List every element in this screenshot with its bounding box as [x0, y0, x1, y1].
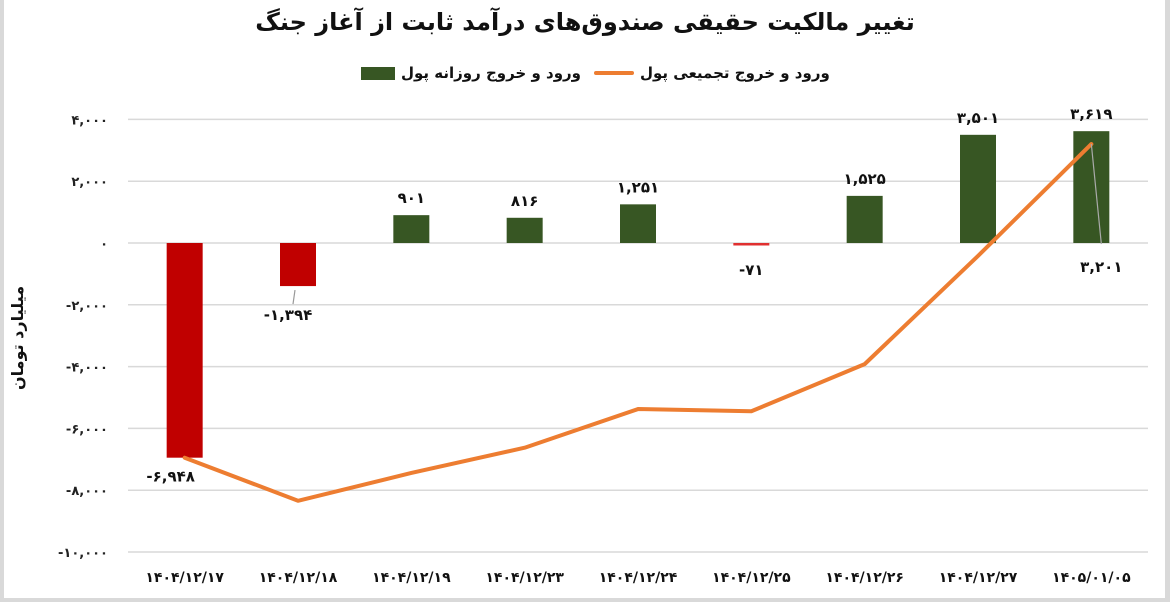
bar-data-label: ۳,۵۰۱	[957, 109, 999, 127]
legend-item-daily: ورود و خروج روزانه پول	[361, 64, 581, 82]
bar	[620, 204, 656, 243]
x-tick-label: ۱۴۰۴/۱۲/۱۹	[372, 570, 451, 586]
x-tick-label: ۱۴۰۴/۱۲/۲۶	[825, 570, 904, 586]
y-tick-label: -۶,۰۰۰	[66, 422, 108, 437]
leader-line	[1090, 144, 1102, 245]
line-data-label: ۳,۲۰۱	[1080, 258, 1122, 276]
cumulative-line	[182, 142, 1094, 503]
bar-data-label: ۱,۵۲۵	[844, 170, 886, 188]
bar-data-label: ۱,۲۵۱	[617, 178, 659, 196]
legend-bar-swatch-icon	[361, 66, 395, 80]
bar-data-label: -۷۱	[739, 261, 764, 279]
x-tick-label: ۱۴۰۴/۱۲/۲۳	[485, 570, 564, 586]
leader-line	[292, 289, 296, 305]
y-tick-label: -۴,۰۰۰	[66, 361, 108, 376]
y-axis-ticks: ۴,۰۰۰ ۲,۰۰۰ ۰ -۲,۰۰۰ -۴,۰۰۰ -۶,۰۰۰ -۸,۰۰۰ -۱۰,۰…	[58, 113, 108, 561]
y-tick-label: -۸,۰۰۰	[66, 484, 108, 499]
bar	[733, 243, 770, 246]
x-tick-label: ۱۴۰۴/۱۲/۲۷	[939, 570, 1018, 586]
bar-data-label: ۳,۶۱۹	[1070, 105, 1112, 123]
x-axis-ticks: ۱۴۰۴/۱۲/۱۷ ۱۴۰۴/۱۲/۱۸ ۱۴۰۴/۱۲/۱۹ ۱۴۰۴/۱۲/۲۳…	[145, 570, 1131, 586]
y-tick-label: -۲,۰۰۰	[66, 299, 108, 314]
y-tick-label: ۰	[100, 237, 108, 252]
line-series	[182, 142, 1094, 503]
bar-data-label: -۱,۳۹۴	[264, 306, 313, 324]
x-tick-label: ۱۴۰۴/۱۲/۲۵	[712, 570, 791, 586]
chart-legend: ورود و خروج روزانه پول ورود و خروج تجمیع…	[0, 64, 1170, 88]
chart-title: تغییر مالکیت حقیقی صندوق‌های درآمد ثابت …	[255, 8, 915, 36]
legend-item-cumulative: ورود و خروج تجمیعی پول	[594, 64, 830, 82]
bar-data-label: ۸۱۶	[511, 192, 538, 210]
bar	[506, 217, 543, 243]
bar-series	[166, 131, 1110, 458]
bar	[280, 243, 316, 287]
y-tick-label: ۴,۰۰۰	[71, 113, 108, 128]
x-tick-label: ۱۴۰۵/۰۱/۰۵	[1052, 570, 1131, 586]
x-tick-label: ۱۴۰۴/۱۲/۱۷	[145, 570, 224, 586]
bar	[960, 134, 996, 243]
bar	[846, 195, 883, 243]
x-tick-label: ۱۴۰۴/۱۲/۲۴	[599, 570, 678, 586]
x-tick-label: ۱۴۰۴/۱۲/۱۸	[259, 570, 338, 586]
y-tick-label: ۲,۰۰۰	[71, 175, 108, 190]
y-tick-label: -۱۰,۰۰۰	[58, 546, 108, 561]
bar	[393, 215, 430, 243]
legend-cumulative-label: ورود و خروج تجمیعی پول	[640, 64, 830, 82]
bar-data-label: -۶,۹۴۸	[146, 468, 195, 486]
bar	[166, 243, 203, 458]
bar-data-label: ۹۰۱	[398, 189, 425, 207]
legend-daily-label: ورود و خروج روزانه پول	[401, 64, 581, 82]
legend-line-swatch-icon	[594, 71, 634, 75]
data-labels: -۶,۹۴۸ -۱,۳۹۴ ۹۰۱ ۸۱۶ ۱,۲۵۱ -۷۱ ۱,۵۲۵ ۳,۵۰۱ ۳,۶۱…	[146, 105, 1122, 486]
